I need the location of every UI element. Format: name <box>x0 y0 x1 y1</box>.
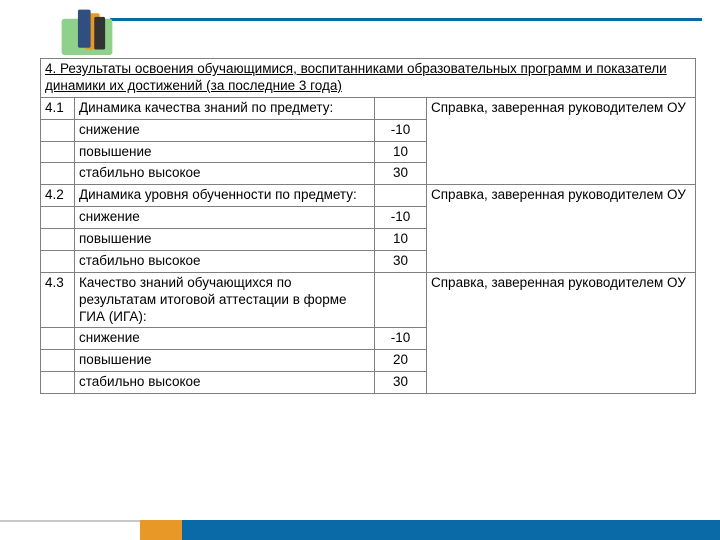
row-label: снижение <box>75 207 375 229</box>
footer-bar <box>0 520 720 540</box>
row-label: стабильно высокое <box>75 250 375 272</box>
row-note: Справка, заверенная руководителем ОУ <box>427 272 696 393</box>
row-num: 4.3 <box>41 272 75 328</box>
row-title: Качество знаний обучающихся по результат… <box>75 272 375 328</box>
row-value: -10 <box>375 119 427 141</box>
row-label: стабильно высокое <box>75 372 375 394</box>
row-title: Динамика уровня обученности по предмету: <box>75 185 375 207</box>
row-value: 10 <box>375 141 427 163</box>
row-label: снижение <box>75 328 375 350</box>
top-rule <box>110 18 702 21</box>
row-label: повышение <box>75 229 375 251</box>
row-value: 20 <box>375 350 427 372</box>
row-value: 10 <box>375 229 427 251</box>
row-num: 4.1 <box>41 97 75 119</box>
row-label: повышение <box>75 350 375 372</box>
row-value: 30 <box>375 163 427 185</box>
row-value <box>375 97 427 119</box>
row-value: 30 <box>375 250 427 272</box>
row-title: Динамика качества знаний по предмету: <box>75 97 375 119</box>
row-label: стабильно высокое <box>75 163 375 185</box>
book-icon <box>58 6 116 64</box>
row-note: Справка, заверенная руководителем ОУ <box>427 185 696 273</box>
row-value: -10 <box>375 328 427 350</box>
row-label: повышение <box>75 141 375 163</box>
section-header: 4. Результаты освоения обучающимися, вос… <box>41 59 696 98</box>
row-value: -10 <box>375 207 427 229</box>
row-num: 4.2 <box>41 185 75 207</box>
row-label: снижение <box>75 119 375 141</box>
row-note: Справка, заверенная руководителем ОУ <box>427 97 696 185</box>
row-value: 30 <box>375 372 427 394</box>
results-table: 4. Результаты освоения обучающимися, вос… <box>40 58 696 394</box>
